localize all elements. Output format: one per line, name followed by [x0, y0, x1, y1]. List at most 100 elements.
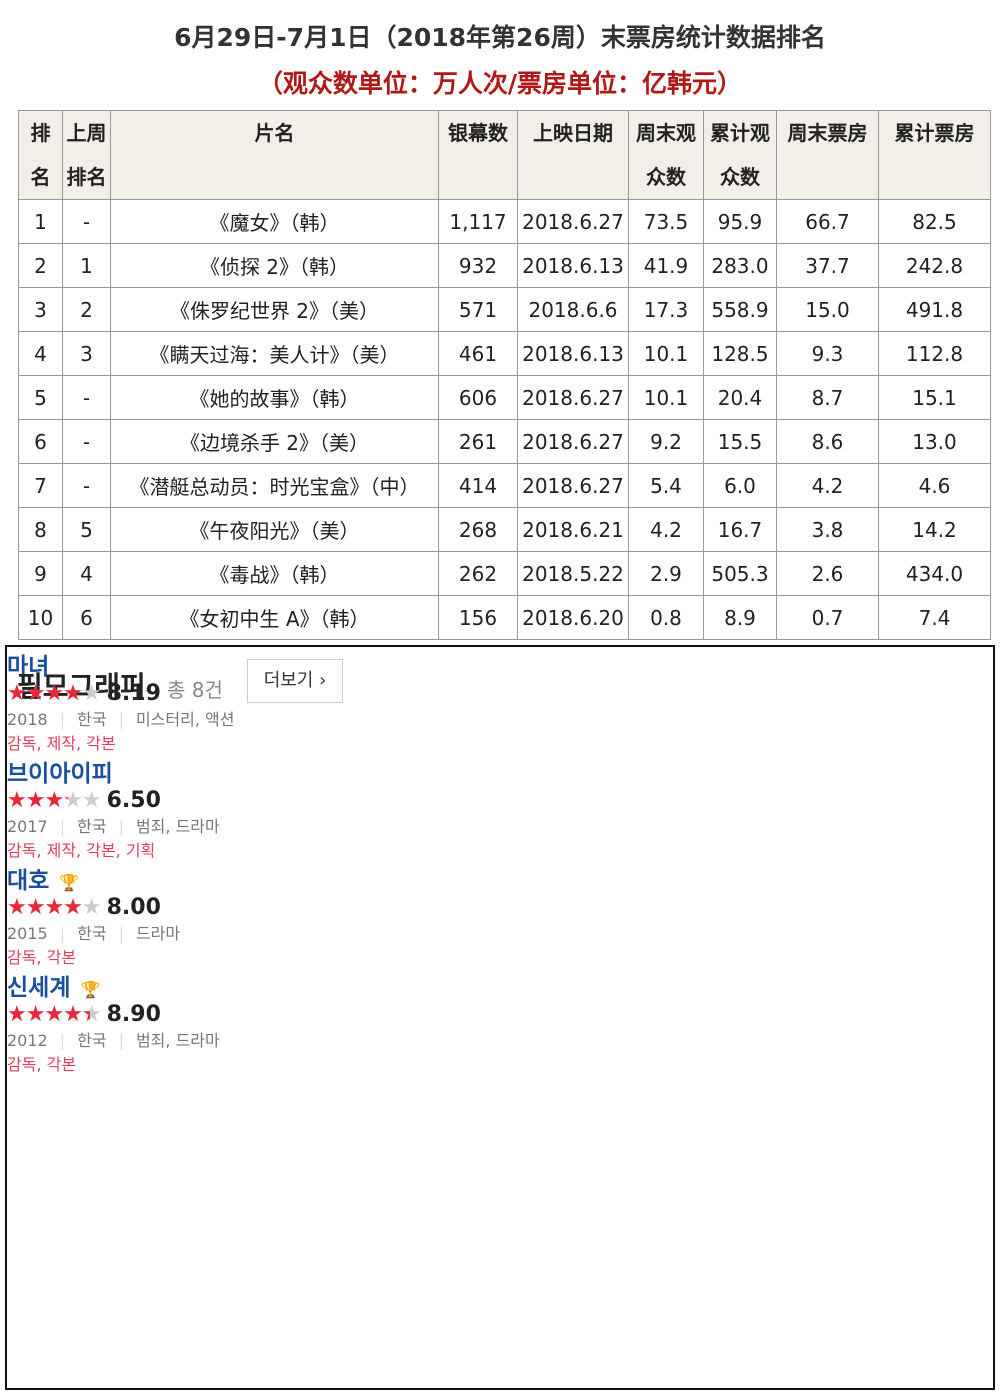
column-header: 银幕数: [438, 110, 518, 200]
table-cell: 13.0: [878, 419, 991, 464]
year: 2015: [7, 924, 48, 943]
table-row: 3 2 《侏罗纪世界 2》（美） 571 2018.6.6 17.3 558.9 15.0 49…: [18, 287, 991, 332]
box-office: 6月29日-7月1日（2018年第26周）末票房统计数据排名 （观众数单位：万人…: [0, 0, 1000, 640]
table-cell: 5: [18, 375, 63, 420]
separator: |: [118, 710, 124, 729]
table-row: 1- 《魔女》（韩） 1,117 2018.6.27 73.5 95.9 66.7 82.5: [18, 199, 991, 244]
column-header: 周末票房: [776, 110, 879, 200]
table-cell: 95.9: [703, 199, 777, 244]
table-cell: 2018.6.6: [517, 287, 629, 332]
separator: |: [118, 1031, 124, 1050]
rating-line: ★★★★★★★★★★8.00: [7, 895, 993, 920]
separator: |: [59, 924, 66, 943]
column-header: 上映日期: [517, 110, 629, 200]
table-cell: 3: [62, 331, 111, 376]
meta: 2017 | 한국 | 범죄, 드라마: [7, 813, 993, 837]
country: 한국: [77, 817, 107, 836]
table-cell: 6: [18, 419, 63, 464]
table-cell: 《毒战》（韩）: [110, 551, 439, 596]
table-cell: 4: [62, 551, 111, 596]
table-row: 6- 《边境杀手 2》（美） 261 2018.6.27 9.2 15.5 8.6 13.0: [18, 419, 991, 464]
title-line: 마녀: [7, 647, 993, 681]
table-cell: 268: [438, 507, 518, 552]
table-cell: 1,117: [438, 199, 518, 244]
film-title[interactable]: 마녀: [7, 654, 50, 680]
table-cell: 《午夜阳光》（美）: [110, 507, 439, 552]
film-title[interactable]: 브이아이피: [7, 761, 113, 787]
film-title[interactable]: 대호: [7, 868, 50, 894]
table-row: 2 1 《侦探 2》（韩） 932 2018.6.13 41.9 283.0 37.7 242.…: [18, 243, 991, 288]
rating-line: ★★★★★★★★★★8.90: [7, 1002, 993, 1027]
count: 총 8건: [167, 678, 223, 702]
table-cell: 3.8: [776, 507, 879, 552]
table-cell: 10.1: [628, 375, 704, 420]
table-cell: 2018.6.27: [517, 419, 629, 464]
table-cell: 283.0: [703, 243, 777, 288]
table-cell: 2018.6.27: [517, 199, 629, 244]
stars: ★★★★★★★★★★: [7, 895, 102, 920]
table-cell: 4.2: [628, 507, 704, 552]
more-button[interactable]: 더보기 ›: [247, 659, 343, 703]
table-cell: 8.6: [776, 419, 879, 464]
table-cell: 0.7: [776, 595, 879, 640]
table-cell: 《瞒天过海：美人计》（美）: [110, 331, 439, 376]
column-header: 周末观众数: [628, 110, 704, 200]
table-cell: 2018.5.22: [517, 551, 629, 596]
header-row: 排名 上周排名 片名 银幕数 上映日期 周末观众数 累计观众数 周末票房 累计票房: [18, 110, 991, 200]
filmography: 필모그래피 총 8건 더보기 › 마녀★★★★★★★★★★8.192018|한국…: [5, 645, 995, 1390]
table-cell: -: [62, 375, 111, 420]
table-cell: 4: [18, 331, 63, 376]
table-cell: 5: [62, 507, 111, 552]
separator: |: [118, 924, 124, 943]
table-cell: 242.8: [878, 243, 991, 288]
table-cell: 37.7: [776, 243, 879, 288]
table-body: 1- 《魔女》（韩） 1,117 2018.6.27 73.5 95.9 66.7 82.5 2…: [18, 199, 991, 640]
table-cell: 2018.6.27: [517, 375, 629, 420]
roles: 감독, 제작, 각본, 기획: [7, 841, 156, 860]
rating: 8.00: [106, 895, 161, 920]
country: 한국: [77, 1031, 107, 1050]
table-cell: 2018.6.20: [517, 595, 629, 640]
year: 2017: [7, 817, 48, 836]
table-cell: 82.5: [878, 199, 991, 244]
country: 한국: [77, 710, 107, 729]
table-cell: 2018.6.27: [517, 463, 629, 508]
year: 2012: [7, 1031, 48, 1050]
table-cell: 571: [438, 287, 518, 332]
film-title[interactable]: 신세계: [7, 975, 71, 1001]
title: 6月29日-7月1日（2018年第26周）末票房统计数据排名: [174, 23, 826, 52]
separator: |: [59, 817, 66, 836]
table-cell: 2.6: [776, 551, 879, 596]
rating: 8.90: [106, 1002, 161, 1027]
table-cell: 6: [62, 595, 111, 640]
table-cell: 15.5: [703, 419, 777, 464]
table-cell: 2018.6.13: [517, 243, 629, 288]
table-cell: 932: [438, 243, 518, 288]
genre: 미스터리, 액션: [135, 710, 235, 729]
table-cell: 17.3: [628, 287, 704, 332]
stars-filled: ★★★★★: [7, 1002, 90, 1027]
separator: |: [118, 817, 124, 836]
separator: |: [59, 1031, 66, 1050]
table-cell: 434.0: [878, 551, 991, 596]
year: 2018: [7, 710, 48, 729]
table-cell: 9.3: [776, 331, 879, 376]
table-cell: 6.0: [703, 463, 777, 508]
table-cell: 262: [438, 551, 518, 596]
country: 한국: [77, 924, 107, 943]
title-line: 신세계 🏆: [7, 968, 993, 1002]
table-cell: 2018.6.13: [517, 331, 629, 376]
separator: |: [59, 710, 66, 729]
table-cell: 156: [438, 595, 518, 640]
rating: 8.19: [106, 681, 161, 706]
table-cell: 461: [438, 331, 518, 376]
roles: 감독, 각본: [7, 1055, 77, 1074]
table-cell: 《魔女》（韩）: [110, 199, 439, 244]
table-cell: 41.9: [628, 243, 704, 288]
